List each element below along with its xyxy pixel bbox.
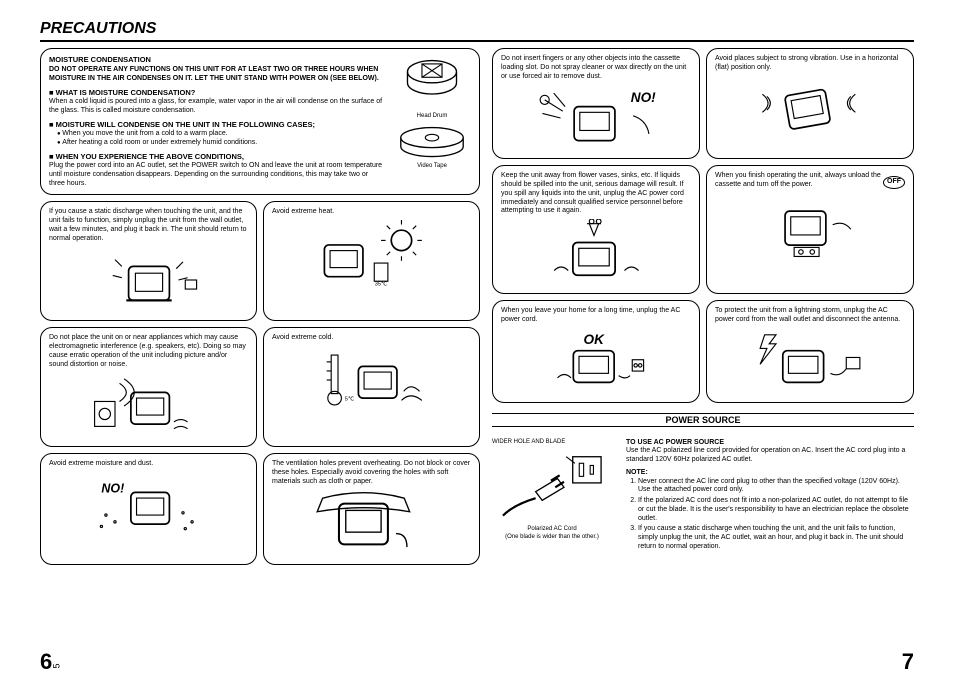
plug-diagram: WIDER HOLE AND BLADE Polarized AC Cord (… — [492, 439, 612, 554]
page-numbers: 6 7 — [40, 649, 914, 675]
avoid-dust-box: Avoid extreme moisture and dust. NO! — [40, 453, 257, 564]
fingers-text: Do not insert fingers or any other objec… — [501, 55, 691, 81]
svg-text:OK: OK — [584, 331, 606, 346]
avoid-heat-text: Avoid extreme heat. — [272, 208, 471, 217]
leave-home-text: When you leave your home for a long time… — [501, 307, 691, 325]
ventilation-box: The ventilation holes prevent overheatin… — [263, 453, 480, 564]
moisture-case-2: After heating a cold room or under extre… — [57, 139, 385, 148]
moisture-experience-text: Plug the power cord into an AC outlet, s… — [49, 162, 385, 188]
moisture-text: MOISTURE CONDENSATION DO NOT OPERATE ANY… — [49, 55, 385, 188]
power-use-heading: TO USE AC POWER SOURCE — [626, 439, 914, 448]
unload-illustration: OFF — [715, 193, 905, 261]
avoid-cold-box: Avoid extreme cold. 5℃ — [263, 327, 480, 447]
lightning-text: To protect the unit from a lightning sto… — [715, 307, 905, 325]
moisture-diagram: Head Drum Video Tape — [393, 55, 471, 188]
unload-text: When you finish operating the unit, alwa… — [715, 172, 905, 190]
fingers-box: Do not insert fingers or any other objec… — [492, 48, 700, 159]
liquids-text: Keep the unit away from flower vases, si… — [501, 172, 691, 216]
static-discharge-text: If you cause a static discharge when tou… — [49, 208, 248, 243]
fingers-illustration: NO! — [501, 84, 691, 152]
off-label: OFF — [883, 176, 905, 189]
svg-text:5℃: 5℃ — [344, 396, 354, 402]
svg-text:NO!: NO! — [101, 481, 124, 495]
avoid-dust-text: Avoid extreme moisture and dust. — [49, 460, 248, 469]
power-note-heading: NOTE: — [626, 469, 914, 478]
page-number-right: 7 — [902, 649, 914, 675]
dust-illustration: NO! — [49, 472, 248, 540]
lightning-illustration — [715, 328, 905, 396]
moisture-q-heading: ■ WHAT IS MOISTURE CONDENSATION? — [49, 88, 385, 97]
vibration-box: Avoid places subject to strong vibration… — [706, 48, 914, 159]
page-number-left: 6 — [40, 649, 52, 675]
head-drum-label: Head Drum — [417, 113, 448, 121]
video-tape-label: Video Tape — [417, 163, 447, 171]
liquids-box: Keep the unit away from flower vases, si… — [492, 165, 700, 294]
ventilation-text: The ventilation holes prevent overheatin… — [272, 460, 471, 486]
lightning-box: To protect the unit from a lightning sto… — [706, 300, 914, 403]
content-columns: MOISTURE CONDENSATION DO NOT OPERATE ANY… — [40, 48, 914, 565]
moisture-q-text: When a cold liquid is poured into a glas… — [49, 98, 385, 116]
moisture-case-1: When you move the unit from a cold to a … — [57, 130, 385, 139]
moisture-cases-heading: ■ MOISTURE WILL CONDENSE ON THE UNIT IN … — [49, 120, 385, 129]
svg-text:35℃: 35℃ — [374, 282, 387, 288]
vent-illustration — [272, 490, 471, 558]
vibration-text: Avoid places subject to strong vibration… — [715, 55, 905, 73]
emi-box: Do not place the unit on or near applian… — [40, 327, 257, 447]
moisture-condensation-box: MOISTURE CONDENSATION DO NOT OPERATE ANY… — [40, 48, 480, 195]
page-title: PRECAUTIONS — [40, 20, 914, 42]
emi-text: Do not place the unit on or near applian… — [49, 334, 248, 369]
moisture-heading: MOISTURE CONDENSATION — [49, 55, 385, 64]
heat-illustration: 35℃ — [272, 220, 471, 288]
power-text-block: TO USE AC POWER SOURCE Use the AC polari… — [626, 439, 914, 554]
static-discharge-box: If you cause a static discharge when tou… — [40, 201, 257, 321]
power-source-section: WIDER HOLE AND BLADE Polarized AC Cord (… — [492, 439, 914, 554]
wider-hole-label: WIDER HOLE AND BLADE — [492, 439, 565, 447]
power-note-2: If the polarized AC cord does not fit in… — [638, 497, 914, 523]
left-column: MOISTURE CONDENSATION DO NOT OPERATE ANY… — [40, 48, 480, 565]
plug-caption: Polarized AC Cord (One blade is wider th… — [505, 526, 599, 541]
moisture-cases-list: When you move the unit from a cold to a … — [49, 130, 385, 148]
emi-illustration — [49, 372, 248, 440]
moisture-warning: DO NOT OPERATE ANY FUNCTIONS ON THIS UNI… — [49, 66, 385, 84]
head-drum-icon — [393, 55, 471, 111]
unload-box: When you finish operating the unit, alwa… — [706, 165, 914, 294]
vibration-illustration — [715, 76, 905, 144]
power-source-heading: POWER SOURCE — [492, 413, 914, 427]
ac-cord-icon — [492, 448, 612, 524]
power-note-3: If you cause a static discharge when tou… — [638, 525, 914, 551]
static-illustration — [49, 246, 248, 314]
right-column: Do not insert fingers or any other objec… — [492, 48, 914, 565]
moisture-experience-heading: ■ WHEN YOU EXPERIENCE THE ABOVE CONDITIO… — [49, 152, 385, 161]
cold-illustration: 5℃ — [272, 346, 471, 414]
liquids-illustration — [501, 219, 691, 287]
svg-text:NO!: NO! — [631, 90, 656, 105]
leave-home-box: When you leave your home for a long time… — [492, 300, 700, 403]
leave-illustration: OK — [501, 328, 691, 396]
avoid-heat-box: Avoid extreme heat. 35℃ — [263, 201, 480, 321]
avoid-cold-text: Avoid extreme cold. — [272, 334, 471, 343]
power-note-1: Never connect the AC line cord plug to o… — [638, 478, 914, 496]
power-use-text: Use the AC polarized line cord provided … — [626, 447, 914, 465]
power-notes-list: Never connect the AC line cord plug to o… — [626, 478, 914, 552]
video-tape-icon — [393, 122, 471, 161]
